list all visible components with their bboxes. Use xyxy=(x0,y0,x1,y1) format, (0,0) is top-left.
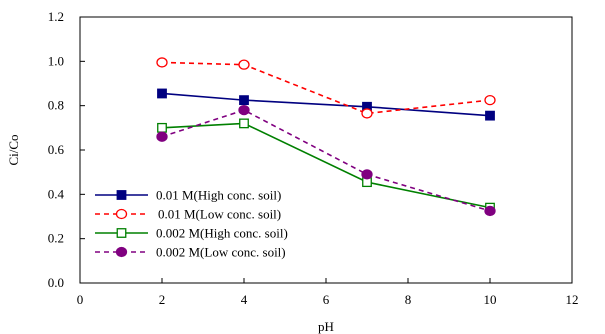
legend-label: 0.002 M(High conc. soil) xyxy=(156,226,288,241)
y-tick-label: 0.2 xyxy=(48,231,64,246)
x-axis: 0 2 4 6 8 10 12 xyxy=(77,278,579,307)
series-1 xyxy=(157,88,495,121)
y-tick-label: 1.2 xyxy=(48,9,64,24)
data-point xyxy=(484,205,496,217)
series-4 xyxy=(156,104,496,217)
series-layer xyxy=(156,57,496,217)
data-point xyxy=(361,108,373,119)
series-line xyxy=(161,122,491,209)
legend-label: 0.002 M(Low conc. soil) xyxy=(156,245,286,260)
y-axis-label: Ci/Co xyxy=(6,134,21,165)
x-tick-label: 4 xyxy=(241,292,248,307)
data-point xyxy=(238,59,250,70)
legend-entry: 0.01 M(High conc. soil) xyxy=(95,188,281,203)
data-point xyxy=(239,95,249,106)
data-point xyxy=(157,88,167,99)
x-tick-label: 10 xyxy=(484,292,497,307)
legend-marker xyxy=(115,208,128,220)
legend: 0.01 M(High conc. soil) 0.01 M(Low conc. … xyxy=(95,188,288,260)
series-line xyxy=(161,61,491,115)
y-tick-label: 0.6 xyxy=(48,142,65,157)
data-point xyxy=(485,110,495,121)
legend-entry: 0.01 M(Low conc. soil) xyxy=(95,207,281,222)
legend-marker xyxy=(116,228,127,238)
x-tick-label: 2 xyxy=(159,292,166,307)
y-tick-label: 0.8 xyxy=(48,98,64,113)
series-2 xyxy=(156,57,496,119)
y-tick-label: 0.4 xyxy=(48,186,65,201)
y-tick-label: 1.0 xyxy=(48,53,64,68)
data-point xyxy=(361,169,373,180)
legend-label: 0.01 M(Low conc. soil) xyxy=(158,207,281,222)
plot-area-border xyxy=(79,16,573,284)
x-tick-label: 6 xyxy=(323,292,330,307)
legend-label: 0.01 M(High conc. soil) xyxy=(156,188,281,203)
x-axis-label: pH xyxy=(318,319,334,334)
series-line xyxy=(161,109,491,212)
series-line xyxy=(161,92,491,117)
y-axis: 0.0 0.2 0.4 0.6 0.8 1.0 1.2 xyxy=(48,9,85,290)
data-point xyxy=(157,122,167,133)
x-tick-label: 0 xyxy=(77,292,84,307)
data-point xyxy=(156,57,168,68)
legend-marker xyxy=(115,246,128,258)
legend-entry: 0.002 M(Low conc. soil) xyxy=(95,245,286,260)
legend-entry: 0.002 M(High conc. soil) xyxy=(95,226,288,241)
data-point xyxy=(484,94,496,106)
data-point xyxy=(238,104,250,116)
x-tick-label: 12 xyxy=(566,292,579,307)
data-point xyxy=(239,118,249,129)
data-point xyxy=(156,131,168,142)
legend-marker xyxy=(116,190,127,200)
x-tick-label: 8 xyxy=(405,292,412,307)
y-tick-label: 0.0 xyxy=(48,275,64,290)
